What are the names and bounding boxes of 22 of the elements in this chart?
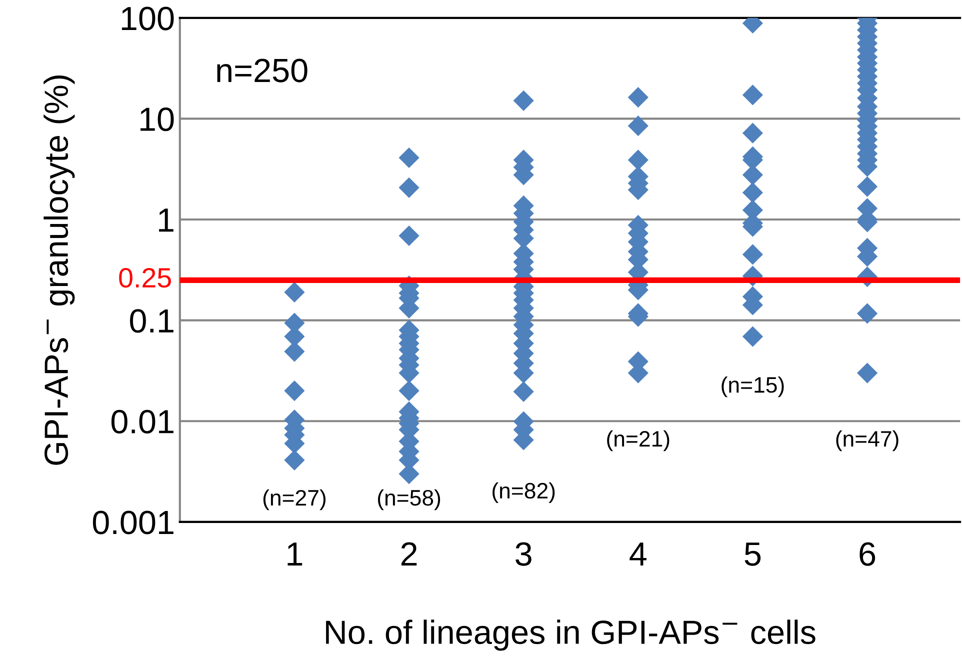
annotation: (n=58) — [378, 489, 440, 510]
annotation: (n=21) — [607, 430, 670, 452]
y-tick-label: 10 — [140, 108, 174, 132]
ref-line-label: 0.25 — [119, 268, 171, 288]
annotation: (n=47) — [836, 430, 898, 452]
x-tick-label: 1 — [288, 542, 302, 566]
x-axis-title: No. of lineages in GPI-APs$^{−}$ cells — [326, 620, 816, 651]
annotation: (n=27) — [263, 489, 326, 510]
y-tick-label: 0.1 — [130, 309, 174, 333]
y-tick-label: 0.01 — [111, 410, 174, 434]
y-tick-label: 100 — [122, 6, 174, 30]
x-tick-label: 5 — [744, 542, 761, 566]
y-axis-title: GPI-APs$^{−}$ granulocyte (%) — [44, 76, 75, 465]
x-tick-label: 6 — [860, 542, 876, 566]
annotation: (n=15) — [722, 376, 784, 398]
x-tick-label: 4 — [630, 542, 646, 566]
annotation: (n=82) — [492, 482, 555, 504]
x-tick-label: 3 — [516, 542, 532, 566]
y-tick-label: 1 — [159, 208, 174, 232]
annotation: n=250 — [217, 58, 308, 82]
x-tick-label: 2 — [401, 542, 417, 566]
y-tick-label: 0.001 — [92, 510, 174, 534]
